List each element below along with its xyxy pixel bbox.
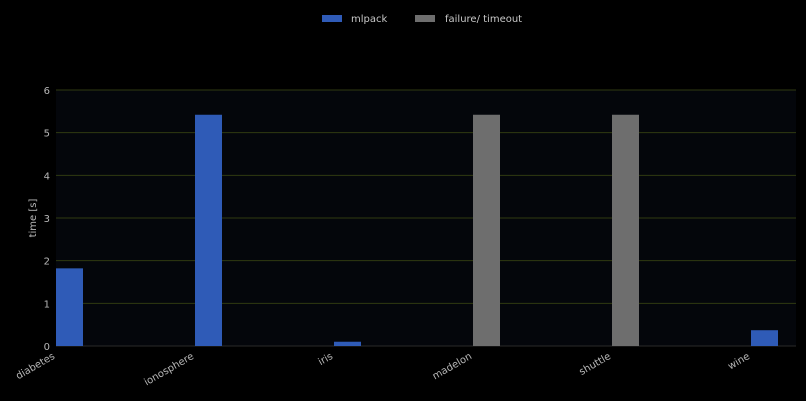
y-tick-label: 6 xyxy=(44,86,50,97)
bar-ionosphere-mlpack xyxy=(195,114,222,346)
gridlines xyxy=(56,89,796,347)
bar-iris-mlpack xyxy=(334,341,361,346)
legend[interactable]: mlpack failure/ timeout xyxy=(322,14,522,25)
bar-diabetes-mlpack xyxy=(56,268,83,346)
y-tick-label: 4 xyxy=(44,171,50,182)
legend-label-mlpack: mlpack xyxy=(351,14,387,25)
y-tick-label: 2 xyxy=(44,257,50,268)
y-tick-label: 5 xyxy=(44,129,50,140)
y-axis-label: time [s] xyxy=(28,199,39,238)
legend-swatch-mlpack xyxy=(322,15,342,22)
bar-madelon-failure-timeout xyxy=(473,114,500,346)
bar-wine-mlpack xyxy=(751,330,778,346)
y-tick-label: 1 xyxy=(44,299,50,310)
bars xyxy=(56,114,778,346)
y-tick-label: 3 xyxy=(44,214,50,225)
y-tick-label: 0 xyxy=(44,342,50,353)
legend-label-failure-timeout: failure/ timeout xyxy=(445,14,522,25)
bar-shuttle-failure-timeout xyxy=(612,114,639,346)
y-axis: 0 1 2 3 4 5 6 xyxy=(44,86,50,353)
legend-swatch-failure-timeout xyxy=(415,15,435,22)
